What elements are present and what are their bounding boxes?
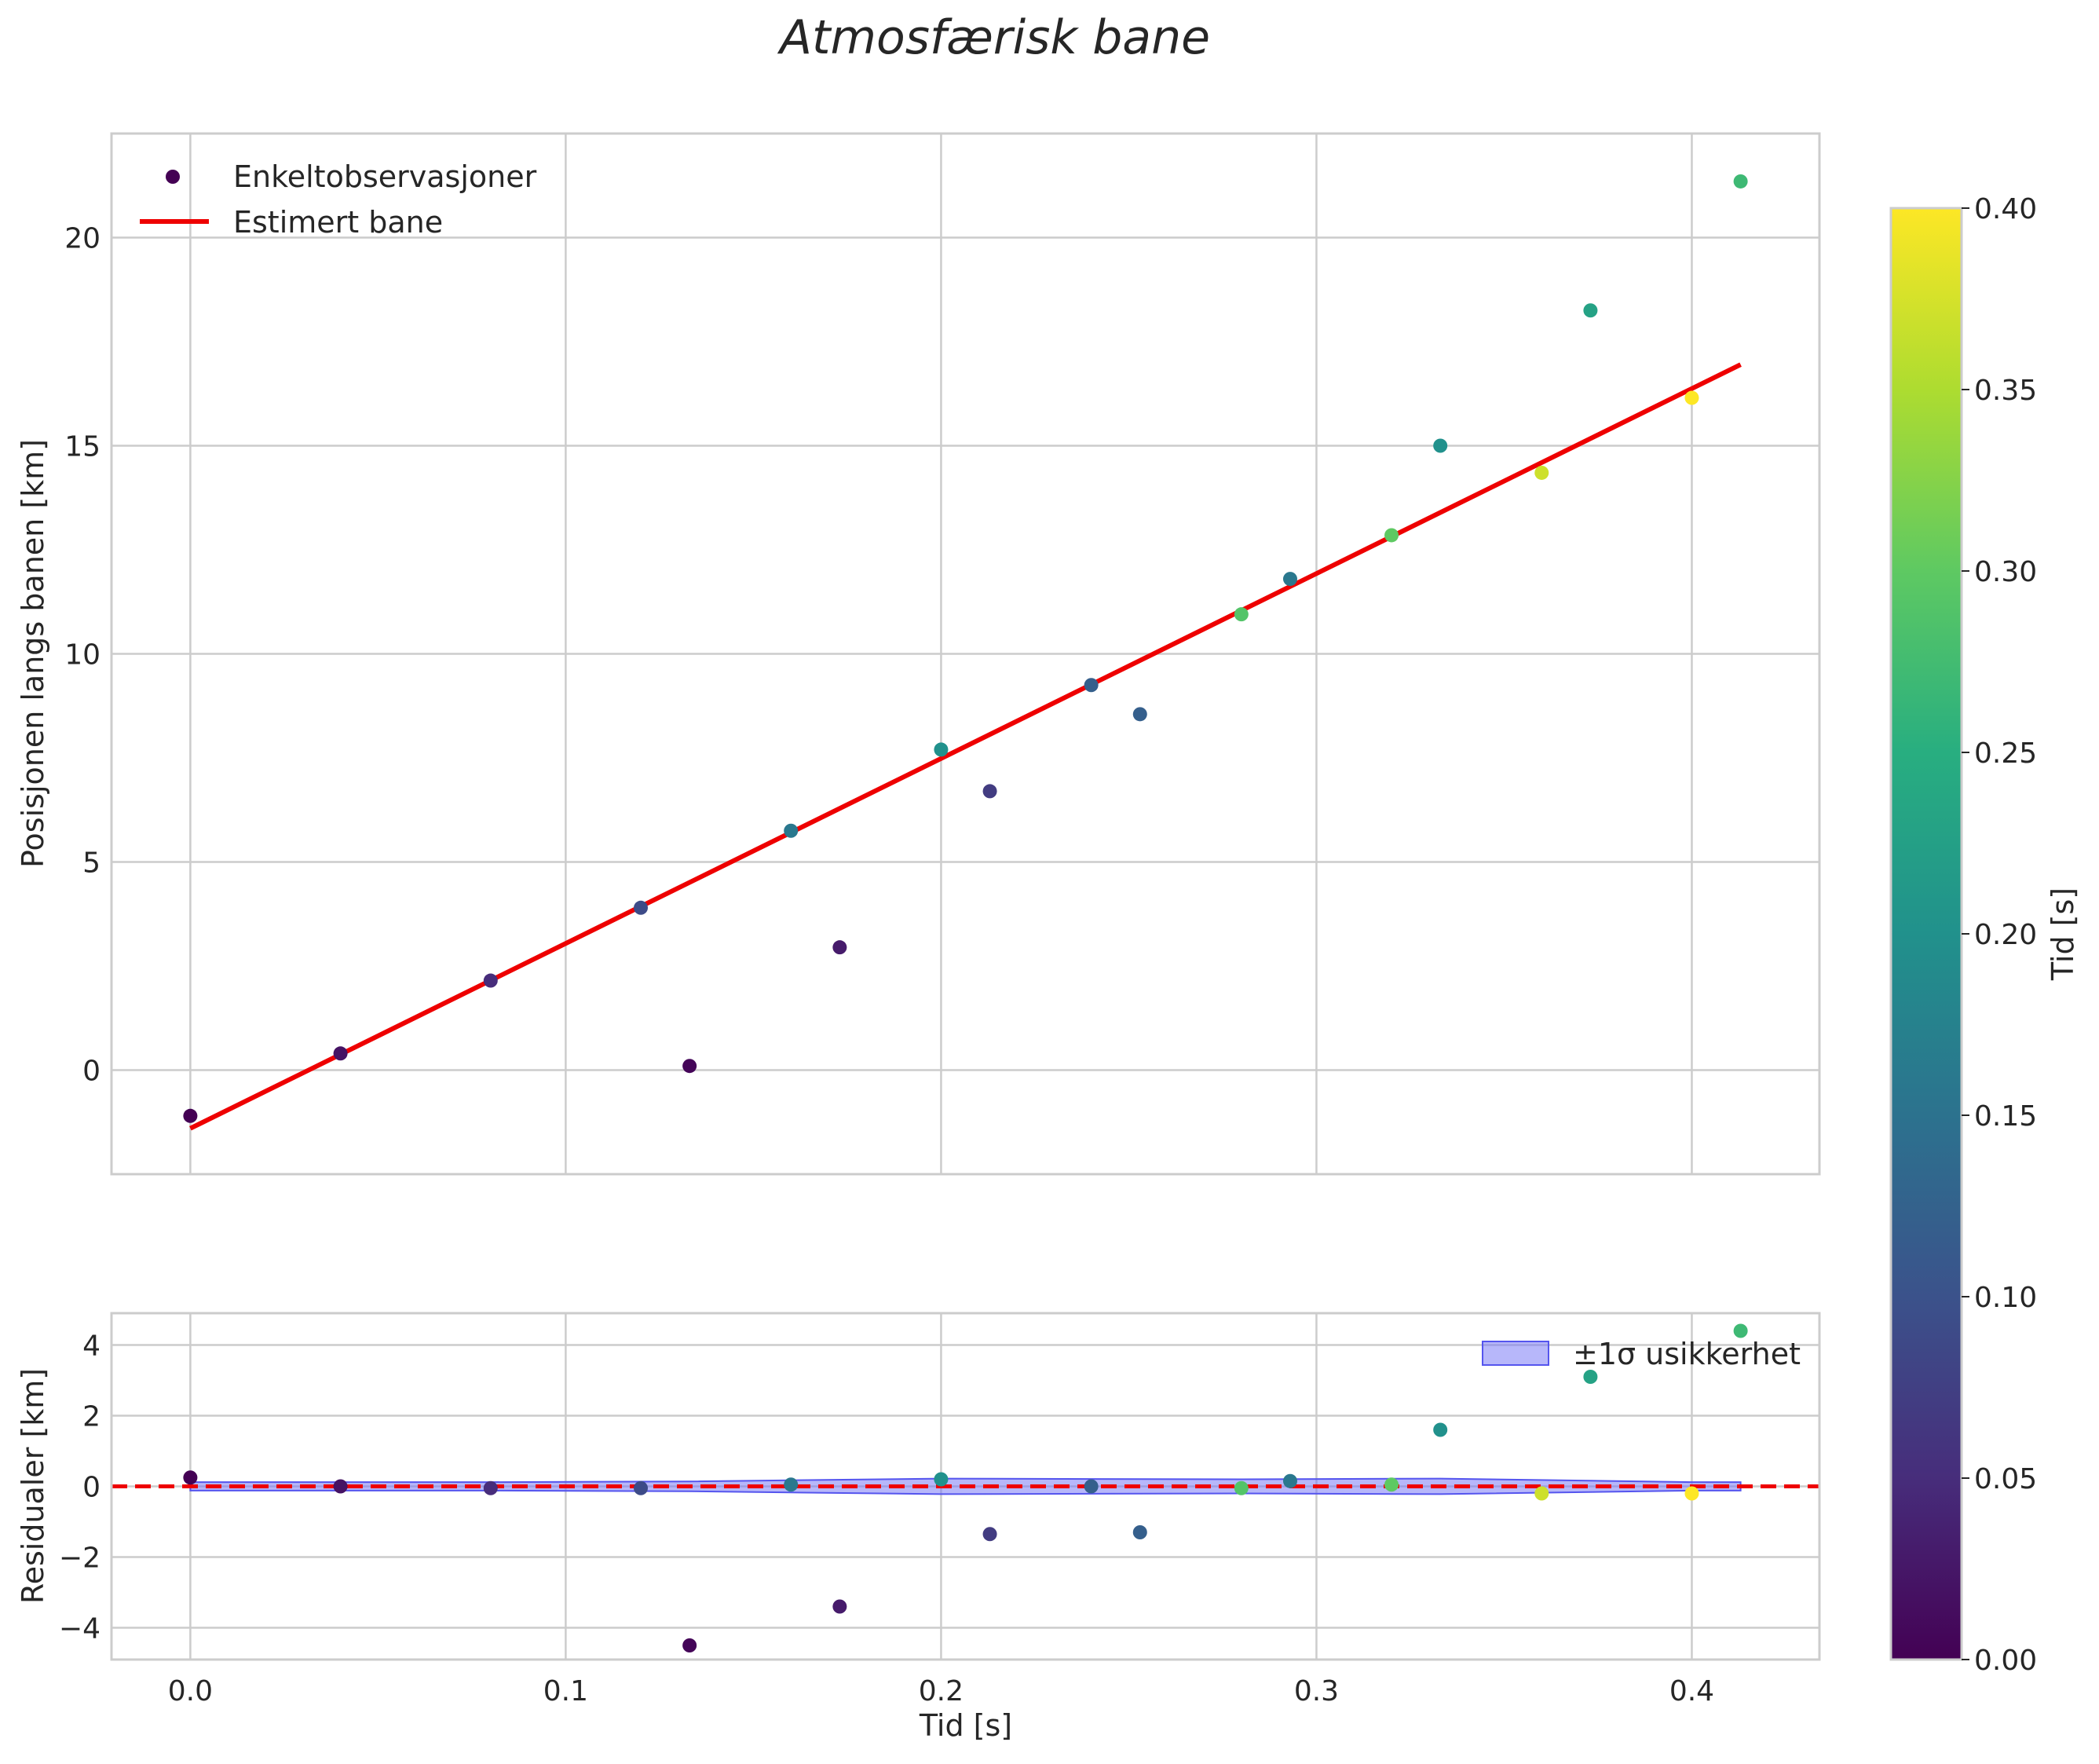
colorbar-tick-label: 0.20 xyxy=(1974,919,2037,951)
observation-point xyxy=(682,1059,697,1074)
observation-point xyxy=(1684,390,1699,405)
legend-label-observations: Enkeltobservasjoner xyxy=(233,159,537,194)
legend-label-estimated-path: Estimert bane xyxy=(233,205,443,240)
top-legend: Enkeltobservasjoner Estimert bane xyxy=(140,159,537,240)
observation-point xyxy=(183,1108,198,1123)
chart-title: Atmosfærisk bane xyxy=(777,10,1210,65)
colorbar-tick-label: 0.40 xyxy=(1974,193,2037,225)
colorbar-tick-label: 0.30 xyxy=(1974,556,2037,588)
top-gridlines xyxy=(112,134,1819,1174)
x-axis-label: Tid [s] xyxy=(919,1708,1012,1743)
top-observation-points xyxy=(183,174,1748,1123)
observation-point xyxy=(1583,303,1598,318)
residual-point xyxy=(333,1479,348,1494)
top-y-tick-label: 0 xyxy=(82,1056,101,1088)
residual-point xyxy=(183,1470,198,1485)
residual-point xyxy=(1433,1422,1448,1437)
residual-point xyxy=(1282,1473,1297,1488)
colorbar-tick-label: 0.00 xyxy=(1974,1645,2037,1677)
bottom-y-tick-labels: −4 −2 0 2 4 xyxy=(59,1330,101,1645)
residual-points xyxy=(183,1323,1748,1652)
x-tick-label: 0.1 xyxy=(543,1675,588,1707)
residual-point xyxy=(1583,1370,1598,1384)
top-axes-frame xyxy=(110,132,1821,1176)
observation-point xyxy=(634,900,649,915)
observation-point xyxy=(1084,678,1099,693)
top-y-tick-label: 20 xyxy=(64,223,101,255)
residual-point xyxy=(982,1527,997,1542)
estimated-path-line xyxy=(189,362,1742,1131)
residual-point xyxy=(634,1480,649,1495)
colorbar-tick-labels: 0.00 0.05 0.10 0.15 0.20 0.25 0.30 0.35 0.40 xyxy=(1962,193,2037,1677)
colorbar-gradient xyxy=(1891,208,1962,1660)
bottom-y-axis-label: Residualer [km] xyxy=(16,1368,50,1604)
observation-point xyxy=(1534,465,1549,480)
legend-scatter-marker xyxy=(166,170,180,184)
observation-point xyxy=(832,940,847,955)
top-panel: 0 5 10 15 20 Posisjonen langs banen [km] Enk… xyxy=(16,132,1821,1176)
observation-point xyxy=(1384,528,1399,543)
residual-point xyxy=(1684,1486,1699,1501)
bottom-y-tick-label: 4 xyxy=(82,1330,101,1363)
x-tick-label: 0.3 xyxy=(1294,1675,1339,1707)
bottom-y-tick-label: −4 xyxy=(59,1613,101,1645)
x-tick-label: 0.0 xyxy=(168,1675,213,1707)
residual-point xyxy=(1132,1525,1147,1539)
x-tick-label: 0.4 xyxy=(1669,1675,1714,1707)
observation-point xyxy=(1733,174,1748,188)
bottom-y-tick-label: 0 xyxy=(82,1472,101,1504)
legend-band-marker xyxy=(1482,1341,1549,1366)
legend-label-uncertainty: ±1σ usikkerhet xyxy=(1573,1337,1801,1371)
bottom-axes-frame xyxy=(110,1312,1821,1661)
colorbar-tick-label: 0.35 xyxy=(1974,375,2037,407)
colorbar: 0.00 0.05 0.10 0.15 0.20 0.25 0.30 0.35 0.40 Tid… xyxy=(1889,193,2080,1677)
residual-point xyxy=(682,1638,697,1652)
bottom-y-tick-label: −2 xyxy=(59,1543,101,1575)
colorbar-tick-label: 0.05 xyxy=(1974,1463,2037,1495)
bottom-legend: ±1σ usikkerhet xyxy=(1482,1337,1801,1371)
residual-point xyxy=(1234,1480,1249,1495)
observation-point xyxy=(333,1046,348,1061)
top-y-tick-label: 5 xyxy=(82,847,101,880)
residual-point xyxy=(1084,1479,1099,1494)
observation-point xyxy=(982,784,997,799)
top-y-tick-label: 10 xyxy=(64,639,101,672)
residual-point xyxy=(483,1480,498,1495)
colorbar-tick-label: 0.25 xyxy=(1974,737,2037,770)
colorbar-tick-label: 0.10 xyxy=(1974,1282,2037,1314)
bottom-y-tick-label: 2 xyxy=(82,1401,101,1433)
observation-point xyxy=(934,742,949,757)
residual-point xyxy=(1384,1477,1399,1492)
colorbar-tick-label: 0.15 xyxy=(1974,1100,2037,1133)
top-y-tick-label: 15 xyxy=(64,431,101,463)
observation-point xyxy=(1282,572,1297,587)
top-y-axis-label: Posisjonen langs banen [km] xyxy=(16,439,50,868)
x-tick-labels: 0.0 0.1 0.2 0.3 0.4 xyxy=(168,1675,1714,1707)
observation-point xyxy=(784,823,799,838)
observation-point xyxy=(1234,607,1249,622)
residual-point xyxy=(1733,1323,1748,1338)
residual-point xyxy=(934,1472,949,1487)
observation-point xyxy=(1433,438,1448,453)
residual-point xyxy=(1534,1486,1549,1501)
observation-point xyxy=(483,973,498,988)
x-tick-label: 0.2 xyxy=(919,1675,964,1707)
colorbar-label: Tid [s] xyxy=(2046,887,2080,981)
top-y-tick-labels: 0 5 10 15 20 xyxy=(64,223,101,1088)
observation-point xyxy=(1132,707,1147,722)
residual-point xyxy=(832,1599,847,1614)
residual-point xyxy=(784,1477,799,1492)
